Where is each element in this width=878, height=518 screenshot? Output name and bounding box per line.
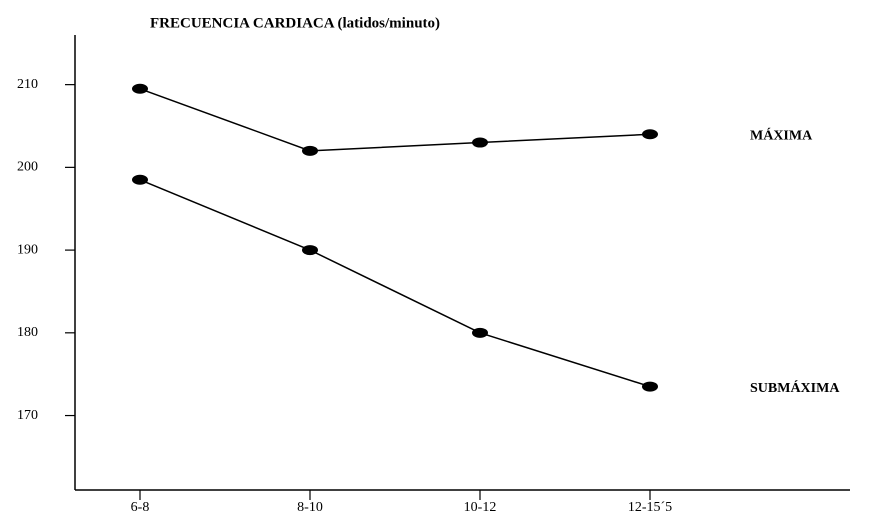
x-tick-label: 12-15´5 [628, 500, 672, 515]
series-label: MÁXIMA [750, 126, 813, 143]
y-tick-label: 210 [17, 77, 38, 92]
point [302, 145, 318, 156]
chart-title: FRECUENCIA CARDIACA (latidos/minuto) [150, 15, 440, 31]
y-tick-label: 200 [17, 160, 38, 175]
x-tick-label: 6-8 [131, 500, 150, 515]
series-line [139, 179, 651, 388]
x-tick-label: 10-12 [464, 500, 497, 515]
point [472, 137, 488, 148]
point [132, 83, 148, 94]
point [642, 129, 658, 140]
y-tick-label: 190 [17, 242, 38, 257]
series-line [139, 88, 651, 152]
y-tick-label: 180 [17, 325, 38, 340]
y-tick-label: 170 [17, 408, 38, 423]
point [302, 245, 318, 256]
point [472, 327, 488, 338]
point [642, 381, 658, 392]
series-label: SUBMÁXIMA [750, 379, 840, 396]
point [132, 174, 148, 185]
x-tick-label: 8-10 [297, 500, 323, 515]
